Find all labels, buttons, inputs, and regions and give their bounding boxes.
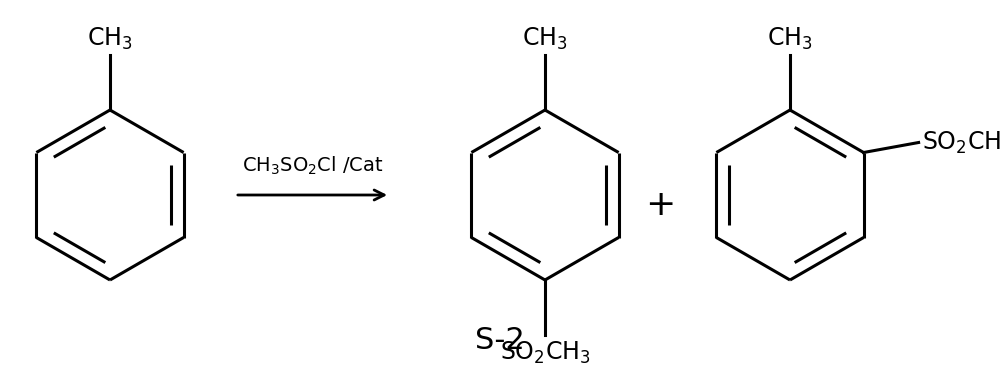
Text: +: + — [645, 188, 675, 222]
Text: SO$_2$CH$_3$: SO$_2$CH$_3$ — [500, 340, 590, 366]
Text: CH$_3$: CH$_3$ — [87, 26, 133, 52]
Text: CH$_3$SO$_2$Cl /Cat: CH$_3$SO$_2$Cl /Cat — [242, 155, 383, 177]
Text: S-2: S-2 — [475, 326, 525, 355]
Text: CH$_3$: CH$_3$ — [767, 26, 813, 52]
Text: CH$_3$: CH$_3$ — [522, 26, 568, 52]
Text: SO$_2$CH$_3$: SO$_2$CH$_3$ — [922, 129, 1000, 156]
